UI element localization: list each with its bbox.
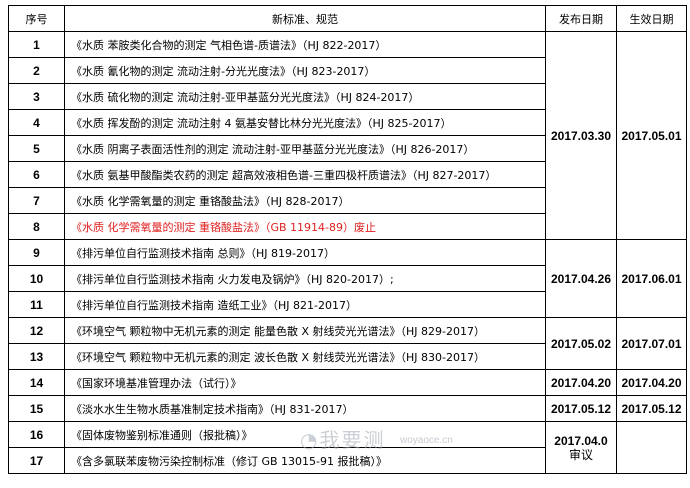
table-row: 5 《水质 阴离子表面活性剂的测定 流动注射-亚甲基蓝分光光度法》（HJ 826-…: [8, 135, 687, 162]
row-seq: 17: [8, 447, 65, 474]
standards-table: 序号 新标准、规范 发布日期 生效日期 1 《水质 苯胺类化合物的测定 气相色谱-…: [8, 5, 687, 474]
row-title: 《排污单位自行监测技术指南 火力发电及锅炉》（HJ 820-2017）;: [64, 265, 546, 292]
row-seq: 6: [8, 161, 65, 188]
published-date: 2017.04.26: [545, 239, 617, 318]
row-seq: 13: [8, 343, 65, 370]
effective-date: 2017.04.20: [616, 369, 687, 396]
row-seq: 7: [8, 187, 65, 214]
published-date: 2017.04.0 审议: [545, 421, 617, 474]
status-text: 审议: [568, 447, 593, 462]
table-row: 8 《水质 化学需氧量的测定 重铬酸盐法》（GB 11914-89）废止: [8, 213, 687, 240]
row-title: 《排污单位自行监测技术指南 总则》（HJ 819-2017）: [64, 239, 546, 266]
row-seq: 2: [8, 57, 65, 84]
table-row: 3 《水质 硫化物的测定 流动注射-亚甲基蓝分光光度法》（HJ 824-2017）: [8, 83, 687, 110]
header-title: 新标准、规范: [64, 5, 546, 32]
row-seq: 4: [8, 109, 65, 136]
effective-date: 2017.07.01: [616, 317, 687, 370]
watermark-logo: ◔我要测: [300, 428, 386, 452]
row-title: 《水质 硫化物的测定 流动注射-亚甲基蓝分光光度法》（HJ 824-2017）: [64, 83, 546, 110]
table-row: 17 《含多氯联苯废物污染控制标准（修订 GB 13015-91 报批稿）》: [8, 447, 687, 474]
table-row: 1 《水质 苯胺类化合物的测定 气相色谱-质谱法》（HJ 822-2017） 201…: [8, 31, 687, 240]
table-row: 6 《水质 氨基甲酸酯类农药的测定 超高效液相色谱-三重四极杆质谱法》（HJ 82…: [8, 161, 687, 188]
row-seq: 12: [8, 317, 65, 344]
row-title: 《环境空气 颗粒物中无机元素的测定 能量色散 X 射线荧光光谱法》（HJ 829…: [64, 317, 546, 344]
row-seq: 1: [8, 31, 65, 58]
row-title: 《水质 阴离子表面活性剂的测定 流动注射-亚甲基蓝分光光度法》（HJ 826-2…: [64, 135, 546, 162]
table-row: 12 《环境空气 颗粒物中无机元素的测定 能量色散 X 射线荧光光谱法》（HJ 8…: [8, 317, 687, 370]
row-seq: 9: [8, 239, 65, 266]
table-row: 16 《固体废物鉴别标准通则（报批稿）》 2017.04.0 审议: [8, 421, 687, 474]
header-row: 序号 新标准、规范 发布日期 生效日期: [8, 5, 687, 32]
row-seq: 11: [8, 291, 65, 318]
table-row: 15 《淡水水生生物水质基准制定技术指南》（HJ 831-2017） 2017.05…: [8, 395, 687, 422]
row-seq: 14: [8, 369, 65, 396]
published-date: 2017.05.02: [545, 317, 617, 370]
effective-date: [616, 421, 687, 474]
header-published: 发布日期: [545, 5, 617, 32]
published-date-value: 2017.04.0: [554, 433, 608, 448]
row-seq: 15: [8, 395, 65, 422]
row-title: 《排污单位自行监测技术指南 造纸工业》（HJ 821-2017）: [64, 291, 546, 318]
row-title: 《含多氯联苯废物污染控制标准（修订 GB 13015-91 报批稿）》: [64, 447, 546, 474]
header-effective: 生效日期: [616, 5, 687, 32]
effective-date: 2017.05.01: [616, 31, 687, 240]
row-seq: 8: [8, 213, 65, 240]
table-row: 13 《环境空气 颗粒物中无机元素的测定 波长色散 X 射线荧光光谱法》（HJ 8…: [8, 343, 687, 370]
table-row: 14 《国家环境基准管理办法（试行）》 2017.04.20 2017.04.20: [8, 369, 687, 396]
header-seq: 序号: [8, 5, 65, 32]
row-title: 《环境空气 颗粒物中无机元素的测定 波长色散 X 射线荧光光谱法》（HJ 830…: [64, 343, 546, 370]
row-seq: 10: [8, 265, 65, 292]
row-title: 《水质 化学需氧量的测定 重铬酸盐法》（GB 11914-89）废止: [64, 213, 546, 240]
row-title: 《水质 化学需氧量的测定 重铬酸盐法》（HJ 828-2017）: [64, 187, 546, 214]
published-date: 2017.04.20: [545, 369, 617, 396]
row-seq: 16: [8, 421, 65, 448]
row-title: 《淡水水生生物水质基准制定技术指南》（HJ 831-2017）: [64, 395, 546, 422]
row-title: 《国家环境基准管理办法（试行）》: [64, 369, 546, 396]
row-seq: 3: [8, 83, 65, 110]
table-row: 7 《水质 化学需氧量的测定 重铬酸盐法》（HJ 828-2017）: [8, 187, 687, 214]
published-date: 2017.03.30: [545, 31, 617, 240]
watermark-url: woyaoce.cn: [400, 435, 453, 446]
row-seq: 5: [8, 135, 65, 162]
row-title: 《水质 氰化物的测定 流动注射-分光光度法》（HJ 823-2017）: [64, 57, 546, 84]
table-row: 10 《排污单位自行监测技术指南 火力发电及锅炉》（HJ 820-2017）;: [8, 265, 687, 292]
row-title: 《固体废物鉴别标准通则（报批稿）》: [64, 421, 546, 448]
effective-date: 2017.05.12: [616, 395, 687, 422]
row-title: 《水质 苯胺类化合物的测定 气相色谱-质谱法》（HJ 822-2017）: [64, 31, 546, 58]
table-row: 9 《排污单位自行监测技术指南 总则》（HJ 819-2017） 2017.04.2…: [8, 239, 687, 318]
published-date: 2017.05.12: [545, 395, 617, 422]
row-title: 《水质 挥发酚的测定 流动注射 4 氨基安替比林分光光度法》（HJ 825-20…: [64, 109, 546, 136]
table-row: 4 《水质 挥发酚的测定 流动注射 4 氨基安替比林分光光度法》（HJ 825-2…: [8, 109, 687, 136]
row-title: 《水质 氨基甲酸酯类农药的测定 超高效液相色谱-三重四极杆质谱法》（HJ 827…: [64, 161, 546, 188]
effective-date: 2017.06.01: [616, 239, 687, 318]
